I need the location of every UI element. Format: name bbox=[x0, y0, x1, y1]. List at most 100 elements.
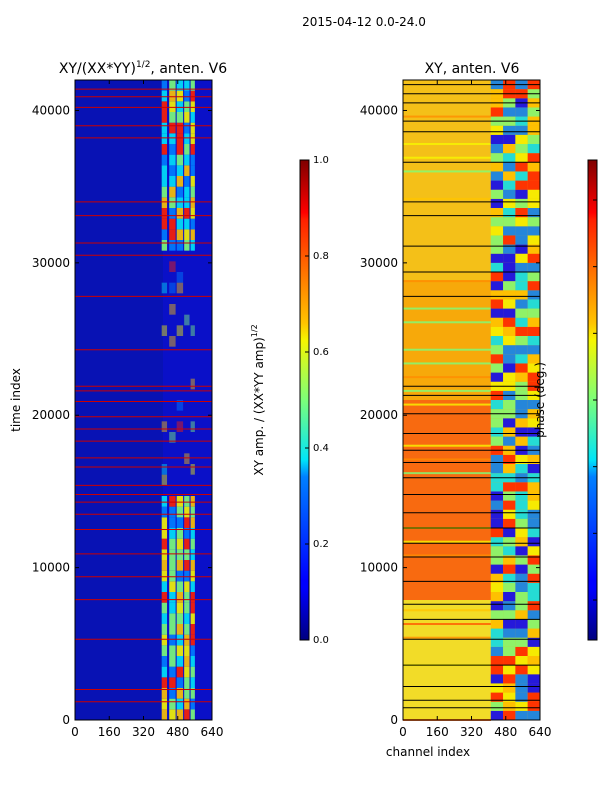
band-cell bbox=[161, 645, 168, 656]
phase-band-cell bbox=[515, 107, 528, 117]
phase-band-cell bbox=[490, 253, 504, 263]
band-cell bbox=[190, 229, 195, 240]
band-cell bbox=[176, 549, 184, 560]
x-tick-label: 0 bbox=[399, 725, 407, 739]
band-cell bbox=[161, 666, 168, 678]
amplitude-colorbar-label: XY amp. / (XX*YY amp)1/2 bbox=[250, 324, 266, 475]
phase-colorbar: −150−100−50050100150 phase (deg.) bbox=[533, 159, 598, 641]
phase-band-cell bbox=[490, 354, 504, 364]
phase-colorbar-ticks: −150−100−50050100150 bbox=[593, 199, 597, 601]
phase-band-cell bbox=[490, 528, 504, 538]
band-cell bbox=[169, 517, 176, 528]
phase-band-cell bbox=[503, 354, 516, 364]
phase-band-cell bbox=[503, 162, 516, 172]
phase-band-cell bbox=[503, 189, 516, 199]
phase-band-cell bbox=[527, 573, 540, 583]
amplitude-colorbar: 0.0 0.2 0.4 0.6 0.8 1.0 XY amp. / (XX*YY amp)… bbox=[250, 155, 329, 646]
phase-band-cell bbox=[490, 153, 504, 163]
band-cell bbox=[184, 538, 190, 550]
band-cell bbox=[161, 186, 168, 198]
x-tick-label: 160 bbox=[98, 725, 121, 739]
phase-background-mid bbox=[403, 400, 491, 600]
phase-band-cell bbox=[527, 372, 540, 382]
phase-band-cell bbox=[527, 555, 540, 565]
band-cell bbox=[190, 378, 195, 390]
x-tick-label: 320 bbox=[460, 725, 483, 739]
phase-y-ticks: 0 10000 20000 30000 40000 bbox=[360, 103, 540, 727]
band-cell bbox=[176, 592, 184, 603]
band-cell bbox=[176, 133, 184, 144]
band-cell bbox=[169, 261, 176, 272]
phase-band-cell bbox=[527, 354, 540, 364]
phase-band-cell bbox=[490, 198, 504, 208]
band-cell bbox=[169, 560, 176, 571]
band-cell bbox=[169, 90, 176, 102]
phase-band-cell bbox=[515, 564, 528, 574]
amplitude-panel: XY/(XX*YY)1/2, anten. V6 0 160 320 480 640 0… bbox=[9, 60, 329, 739]
band-cell bbox=[161, 506, 168, 518]
y-tick-label: 40000 bbox=[360, 103, 398, 117]
phase-band-cell bbox=[527, 464, 540, 474]
band-cell bbox=[184, 197, 190, 208]
phase-band-cell bbox=[503, 610, 516, 620]
band-cell bbox=[169, 645, 176, 656]
band-cell bbox=[190, 698, 195, 710]
band-cell bbox=[161, 474, 168, 486]
phase-band-cell bbox=[490, 281, 504, 291]
x-tick-label: 480 bbox=[494, 725, 517, 739]
phase-band-cell bbox=[503, 272, 516, 282]
band-cell bbox=[176, 144, 184, 155]
y-tick-label: 30000 bbox=[360, 256, 398, 270]
band-cell bbox=[190, 613, 195, 624]
phase-band-cell bbox=[527, 592, 540, 602]
band-cell bbox=[184, 112, 190, 123]
phase-band-cell bbox=[490, 546, 504, 556]
band-cell bbox=[190, 122, 195, 134]
band-cell bbox=[161, 602, 168, 614]
phase-band-cell bbox=[503, 509, 516, 519]
band-cell bbox=[161, 80, 168, 91]
band-cell bbox=[169, 80, 176, 91]
phase-stripe bbox=[403, 623, 491, 625]
amplitude-ylabel: time index bbox=[9, 368, 23, 432]
phase-band-cell bbox=[515, 610, 528, 620]
band-cell bbox=[169, 133, 176, 144]
band-cell bbox=[176, 528, 184, 539]
phase-band-cell bbox=[527, 582, 540, 592]
band-cell bbox=[169, 154, 176, 166]
band-cell bbox=[190, 666, 195, 678]
colorbar-tick-label: 1.0 bbox=[313, 155, 329, 166]
band-cell bbox=[184, 570, 190, 582]
phase-stripe bbox=[403, 143, 491, 145]
band-cell bbox=[169, 432, 176, 443]
phase-band-cell bbox=[515, 372, 528, 382]
band-cell bbox=[190, 240, 195, 251]
phase-band-cell bbox=[527, 153, 540, 163]
band-cell bbox=[176, 240, 184, 251]
phase-band-cell bbox=[527, 198, 540, 208]
band-cell bbox=[176, 688, 184, 699]
y-tick-label: 40000 bbox=[32, 103, 70, 117]
phase-band-cell bbox=[503, 546, 516, 556]
phase-band-cell bbox=[527, 454, 540, 464]
band-cell bbox=[161, 581, 168, 592]
phase-band-cell bbox=[527, 226, 540, 236]
band-cell bbox=[176, 709, 184, 720]
phase-band-cell bbox=[490, 592, 504, 602]
band-cell bbox=[176, 229, 184, 240]
phase-stripe bbox=[403, 444, 491, 447]
phase-band-cell bbox=[515, 665, 528, 675]
band-cell bbox=[161, 240, 168, 251]
band-cell bbox=[161, 560, 168, 571]
band-cell bbox=[184, 208, 190, 219]
band-cell bbox=[161, 624, 168, 635]
phase-band-cell bbox=[527, 656, 540, 666]
band-cell bbox=[169, 602, 176, 614]
band-cell bbox=[169, 698, 176, 710]
band-cell bbox=[190, 80, 195, 91]
y-tick-label: 20000 bbox=[360, 408, 398, 422]
phase-band-cell bbox=[515, 656, 528, 666]
phase-band-cell bbox=[503, 372, 516, 382]
band-cell bbox=[176, 282, 184, 294]
band-cell bbox=[161, 496, 168, 507]
